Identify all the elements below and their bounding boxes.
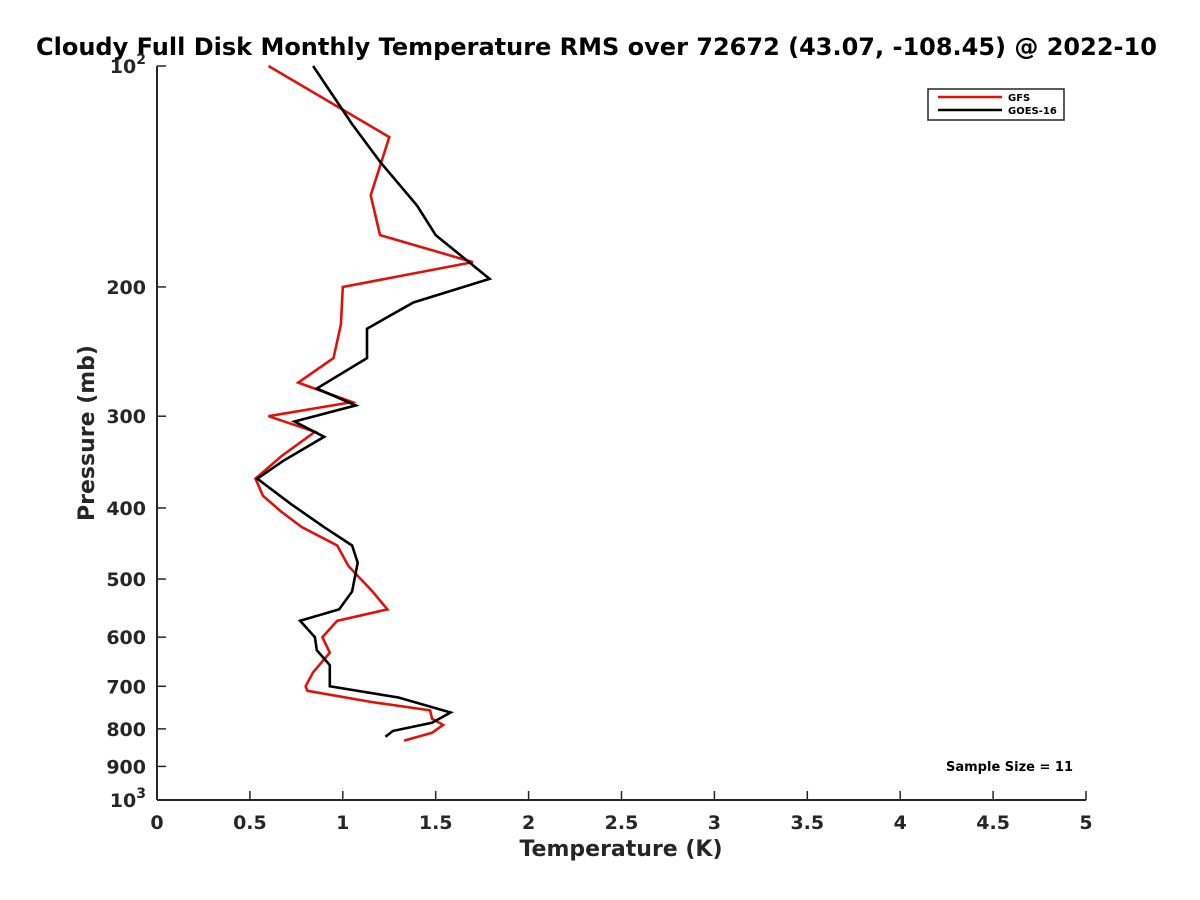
plot-area: 102 200 300 400 500 600 700 800 900 103 0 0.5 1 1.5 2… xyxy=(106,52,1092,834)
y-tick-label: 103 xyxy=(110,786,146,812)
x-tick-label: 4 xyxy=(894,812,907,834)
legend: GFS GOES-16 xyxy=(927,88,1065,121)
legend-label-goes16: GOES-16 xyxy=(1008,106,1057,117)
x-tick-label: 0 xyxy=(150,812,163,834)
legend-label-gfs: GFS xyxy=(1008,93,1030,104)
x-tick-label: 2.5 xyxy=(605,812,639,834)
legend-box xyxy=(927,88,1065,121)
y-tick-label: 600 xyxy=(106,627,146,649)
x-tick-label: 3 xyxy=(708,812,721,834)
chart-title: Cloudy Full Disk Monthly Temperature RMS… xyxy=(36,33,1157,61)
y-ticks: 102 200 300 400 500 600 700 800 900 103 xyxy=(106,52,166,812)
x-tick-label: 4.5 xyxy=(976,812,1010,834)
x-tick-label: 0.5 xyxy=(233,812,267,834)
y-axis-label: Pressure (mb) xyxy=(75,345,100,521)
y-tick-label: 300 xyxy=(106,406,146,428)
x-tick-label: 3.5 xyxy=(790,812,824,834)
x-tick-label: 1 xyxy=(336,812,349,834)
y-tick-label: 200 xyxy=(106,277,146,299)
x-tick-label: 2 xyxy=(522,812,535,834)
x-tick-label: 5 xyxy=(1079,812,1092,834)
y-tick-label: 700 xyxy=(106,676,146,698)
x-axis-label: Temperature (K) xyxy=(519,837,722,862)
y-tick-label: 800 xyxy=(106,719,146,741)
series-line-gfs xyxy=(253,64,474,742)
series-line-goes16 xyxy=(255,65,493,738)
y-tick-label: 900 xyxy=(106,756,146,778)
x-tick-label: 1.5 xyxy=(419,812,453,834)
y-tick-label: 500 xyxy=(106,569,146,591)
y-tick-label: 102 xyxy=(110,52,146,78)
y-tick-label: 400 xyxy=(106,498,146,520)
series-layer xyxy=(253,64,493,742)
x-ticks: 0 0.5 1 1.5 2 2.5 3 3.5 4 4.5 5 xyxy=(150,791,1093,834)
sample-size-annotation: Sample Size = 11 xyxy=(946,760,1073,775)
